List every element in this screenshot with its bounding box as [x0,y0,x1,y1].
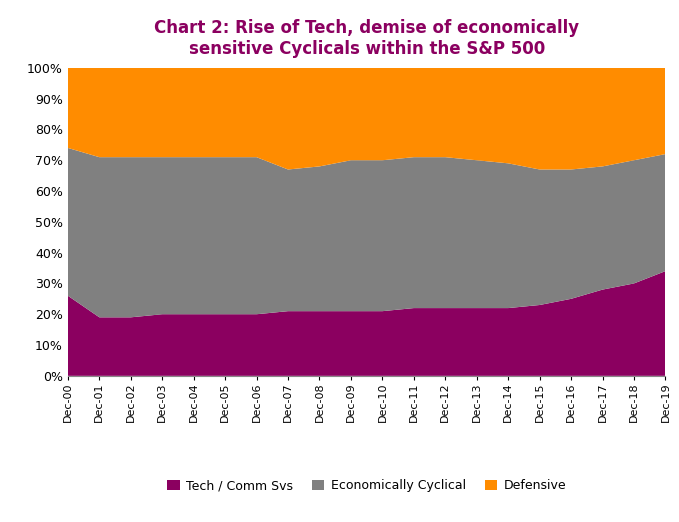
Legend: Tech / Comm Svs, Economically Cyclical, Defensive: Tech / Comm Svs, Economically Cyclical, … [162,474,571,497]
Title: Chart 2: Rise of Tech, demise of economically
sensitive Cyclicals within the S&P: Chart 2: Rise of Tech, demise of economi… [154,19,579,58]
